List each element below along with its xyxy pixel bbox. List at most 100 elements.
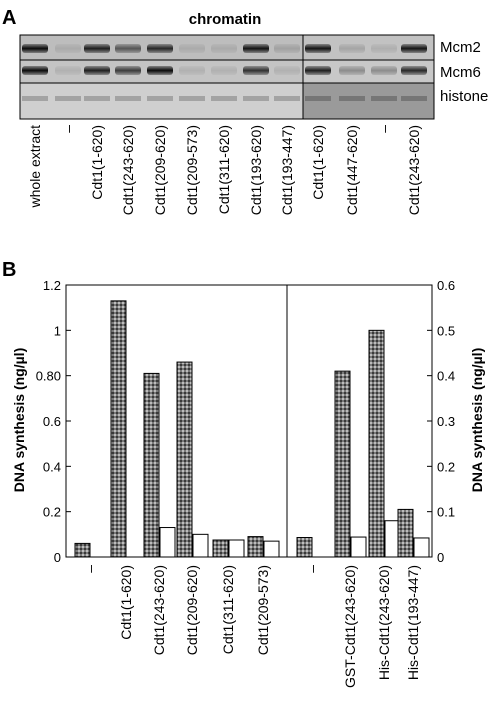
right-tick-label: 0.3 — [437, 414, 455, 429]
histone-band — [55, 96, 81, 101]
mcm2-band — [115, 44, 141, 53]
left-tick-label: 0 — [54, 550, 61, 565]
histone-band — [243, 96, 269, 101]
left-tick-label: 1.2 — [43, 278, 61, 293]
bar-secondary — [228, 539, 245, 558]
category-label: Cdt1(243-620) — [151, 565, 167, 655]
histone-band — [371, 96, 397, 101]
bar-primary — [368, 329, 385, 558]
bar-primary — [296, 537, 313, 558]
histone-band — [339, 96, 365, 101]
mcm2-band — [243, 44, 269, 53]
bar-primary — [110, 300, 127, 558]
right-tick-label: 0.5 — [437, 323, 455, 338]
left-tick-label: 0.4 — [43, 459, 61, 474]
bar-primary — [74, 542, 91, 558]
mcm6-band — [305, 66, 331, 75]
y-axis-label-right: DNA synthesis (ng/µl) — [469, 348, 485, 492]
mcm6-band — [211, 66, 237, 75]
mcm2-band — [55, 44, 81, 53]
lane-label: Cdt1(193-447) — [279, 125, 295, 215]
histone-band — [147, 96, 173, 101]
lane-label: Cdt1(311-620) — [216, 125, 232, 214]
category-labels: – Cdt1(1-620) Cdt1(243-620) Cdt1(209-620) Cd… — [82, 565, 421, 688]
histone-band — [22, 96, 48, 101]
mcm2-band — [305, 44, 331, 53]
right-tick-label: 0.2 — [437, 459, 455, 474]
row-label-mcm2: Mcm2 — [440, 39, 481, 56]
right-tick-label: 0.6 — [437, 278, 455, 293]
mcm2-band — [211, 44, 237, 53]
row-label-histone: histone — [440, 88, 488, 105]
bars — [74, 300, 430, 558]
category-label: Cdt1(311-620) — [220, 565, 236, 654]
category-label: – — [82, 565, 98, 573]
mcm2-band — [371, 44, 397, 53]
bar-primary — [247, 536, 264, 558]
y-axis-label-left: DNA synthesis (ng/µl) — [11, 348, 27, 492]
histone-band — [84, 96, 110, 101]
bar-primary — [212, 539, 229, 558]
bar-secondary — [413, 537, 430, 558]
histone-band — [401, 96, 427, 101]
bar-primary — [334, 370, 351, 558]
lane-label: Cdt1(447-620) — [344, 125, 360, 215]
category-label: Cdt1(209-620) — [184, 565, 200, 655]
row-label-mcm6: Mcm6 — [440, 64, 481, 81]
category-label: His-Cdt1(243-620) — [376, 565, 392, 680]
right-tick-label: 0.4 — [437, 369, 455, 384]
lane-label: whole extract — [27, 125, 43, 209]
category-label: GST-Cdt1(243-620) — [342, 565, 358, 688]
bar-primary — [143, 372, 160, 558]
mcm6-band — [339, 66, 365, 75]
histone-band — [115, 96, 141, 101]
lane-labels: whole extract – Cdt1(1-620) Cdt1(243-620) Cd… — [27, 125, 422, 215]
mcm6-band — [243, 66, 269, 75]
mcm2-band — [401, 44, 427, 53]
lane-label: Cdt1(209-620) — [152, 125, 168, 215]
left-tick-label: 0.6 — [43, 414, 61, 429]
bar-primary — [397, 508, 414, 558]
right-tick-label: 0.1 — [437, 505, 455, 520]
bar-secondary — [159, 527, 176, 558]
left-tick-label: 0.2 — [43, 505, 61, 520]
blot-right — [302, 34, 435, 120]
histone-band — [211, 96, 237, 101]
panel-b-label: B — [2, 259, 16, 281]
mcm6-band — [55, 66, 81, 75]
mcm6-band — [179, 66, 205, 75]
category-label: – — [304, 565, 320, 573]
bar-secondary — [263, 540, 280, 558]
left-tick-label: 0.80 — [36, 369, 61, 384]
mcm2-band — [274, 44, 300, 53]
mcm2-band — [339, 44, 365, 53]
panel-a-title: chromatin — [189, 11, 262, 28]
histone-band — [305, 96, 331, 101]
mcm2-band — [147, 44, 173, 53]
bar-secondary — [350, 536, 367, 558]
left-tick-label: 1 — [54, 323, 61, 338]
mcm6-band — [147, 66, 173, 75]
lane-label: Cdt1(243-620) — [120, 125, 136, 215]
lane-label: – — [376, 125, 392, 133]
lane-label: Cdt1(209-573) — [184, 125, 200, 215]
right-tick-label: 0 — [437, 550, 444, 565]
histone-band — [274, 96, 300, 101]
lane-label: Cdt1(1-620) — [89, 125, 105, 200]
bar-secondary — [192, 533, 209, 558]
mcm6-band — [115, 66, 141, 75]
lane-label: – — [60, 125, 76, 133]
mcm6-band — [84, 66, 110, 75]
panel-b: B DNA synthesis (ng/µl) DNA synthesis (n… — [2, 259, 485, 688]
blot-bands — [22, 44, 427, 101]
panel-a-label: A — [2, 7, 16, 29]
mcm2-band — [22, 44, 48, 53]
category-label: Cdt1(1-620) — [118, 565, 134, 640]
mcm2-band — [179, 44, 205, 53]
mcm6-band — [371, 66, 397, 75]
mcm6-band — [22, 66, 48, 75]
panel-a: A chromatin Mcm2 Mcm6 histone whole extr… — [2, 7, 488, 215]
bar-primary — [176, 361, 193, 558]
lane-label: Cdt1(193-620) — [248, 125, 264, 215]
